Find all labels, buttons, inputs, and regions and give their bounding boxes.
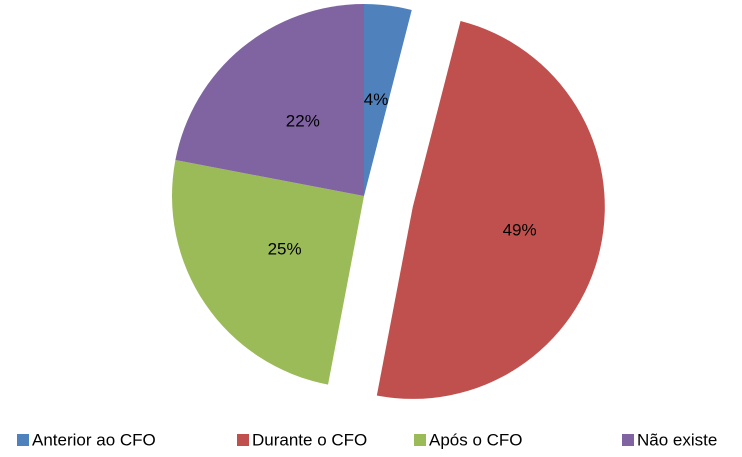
legend-swatch [622,434,634,446]
legend-label: Não existe [637,430,717,449]
data-label: 25% [268,239,302,258]
legend-swatch [237,434,249,446]
legend-label: Durante o CFO [252,430,367,449]
data-label: 4% [364,90,389,109]
data-label: 22% [286,112,320,131]
legend-swatch [414,434,426,446]
pie-slice [175,4,364,196]
legend-label: Após o CFO [429,430,523,449]
legend-swatch [17,434,29,446]
pie-slice [376,20,605,399]
pie-slice [364,4,412,196]
legend-label: Anterior ao CFO [32,430,156,449]
data-label: 49% [503,220,537,239]
pie-slice [172,160,364,385]
